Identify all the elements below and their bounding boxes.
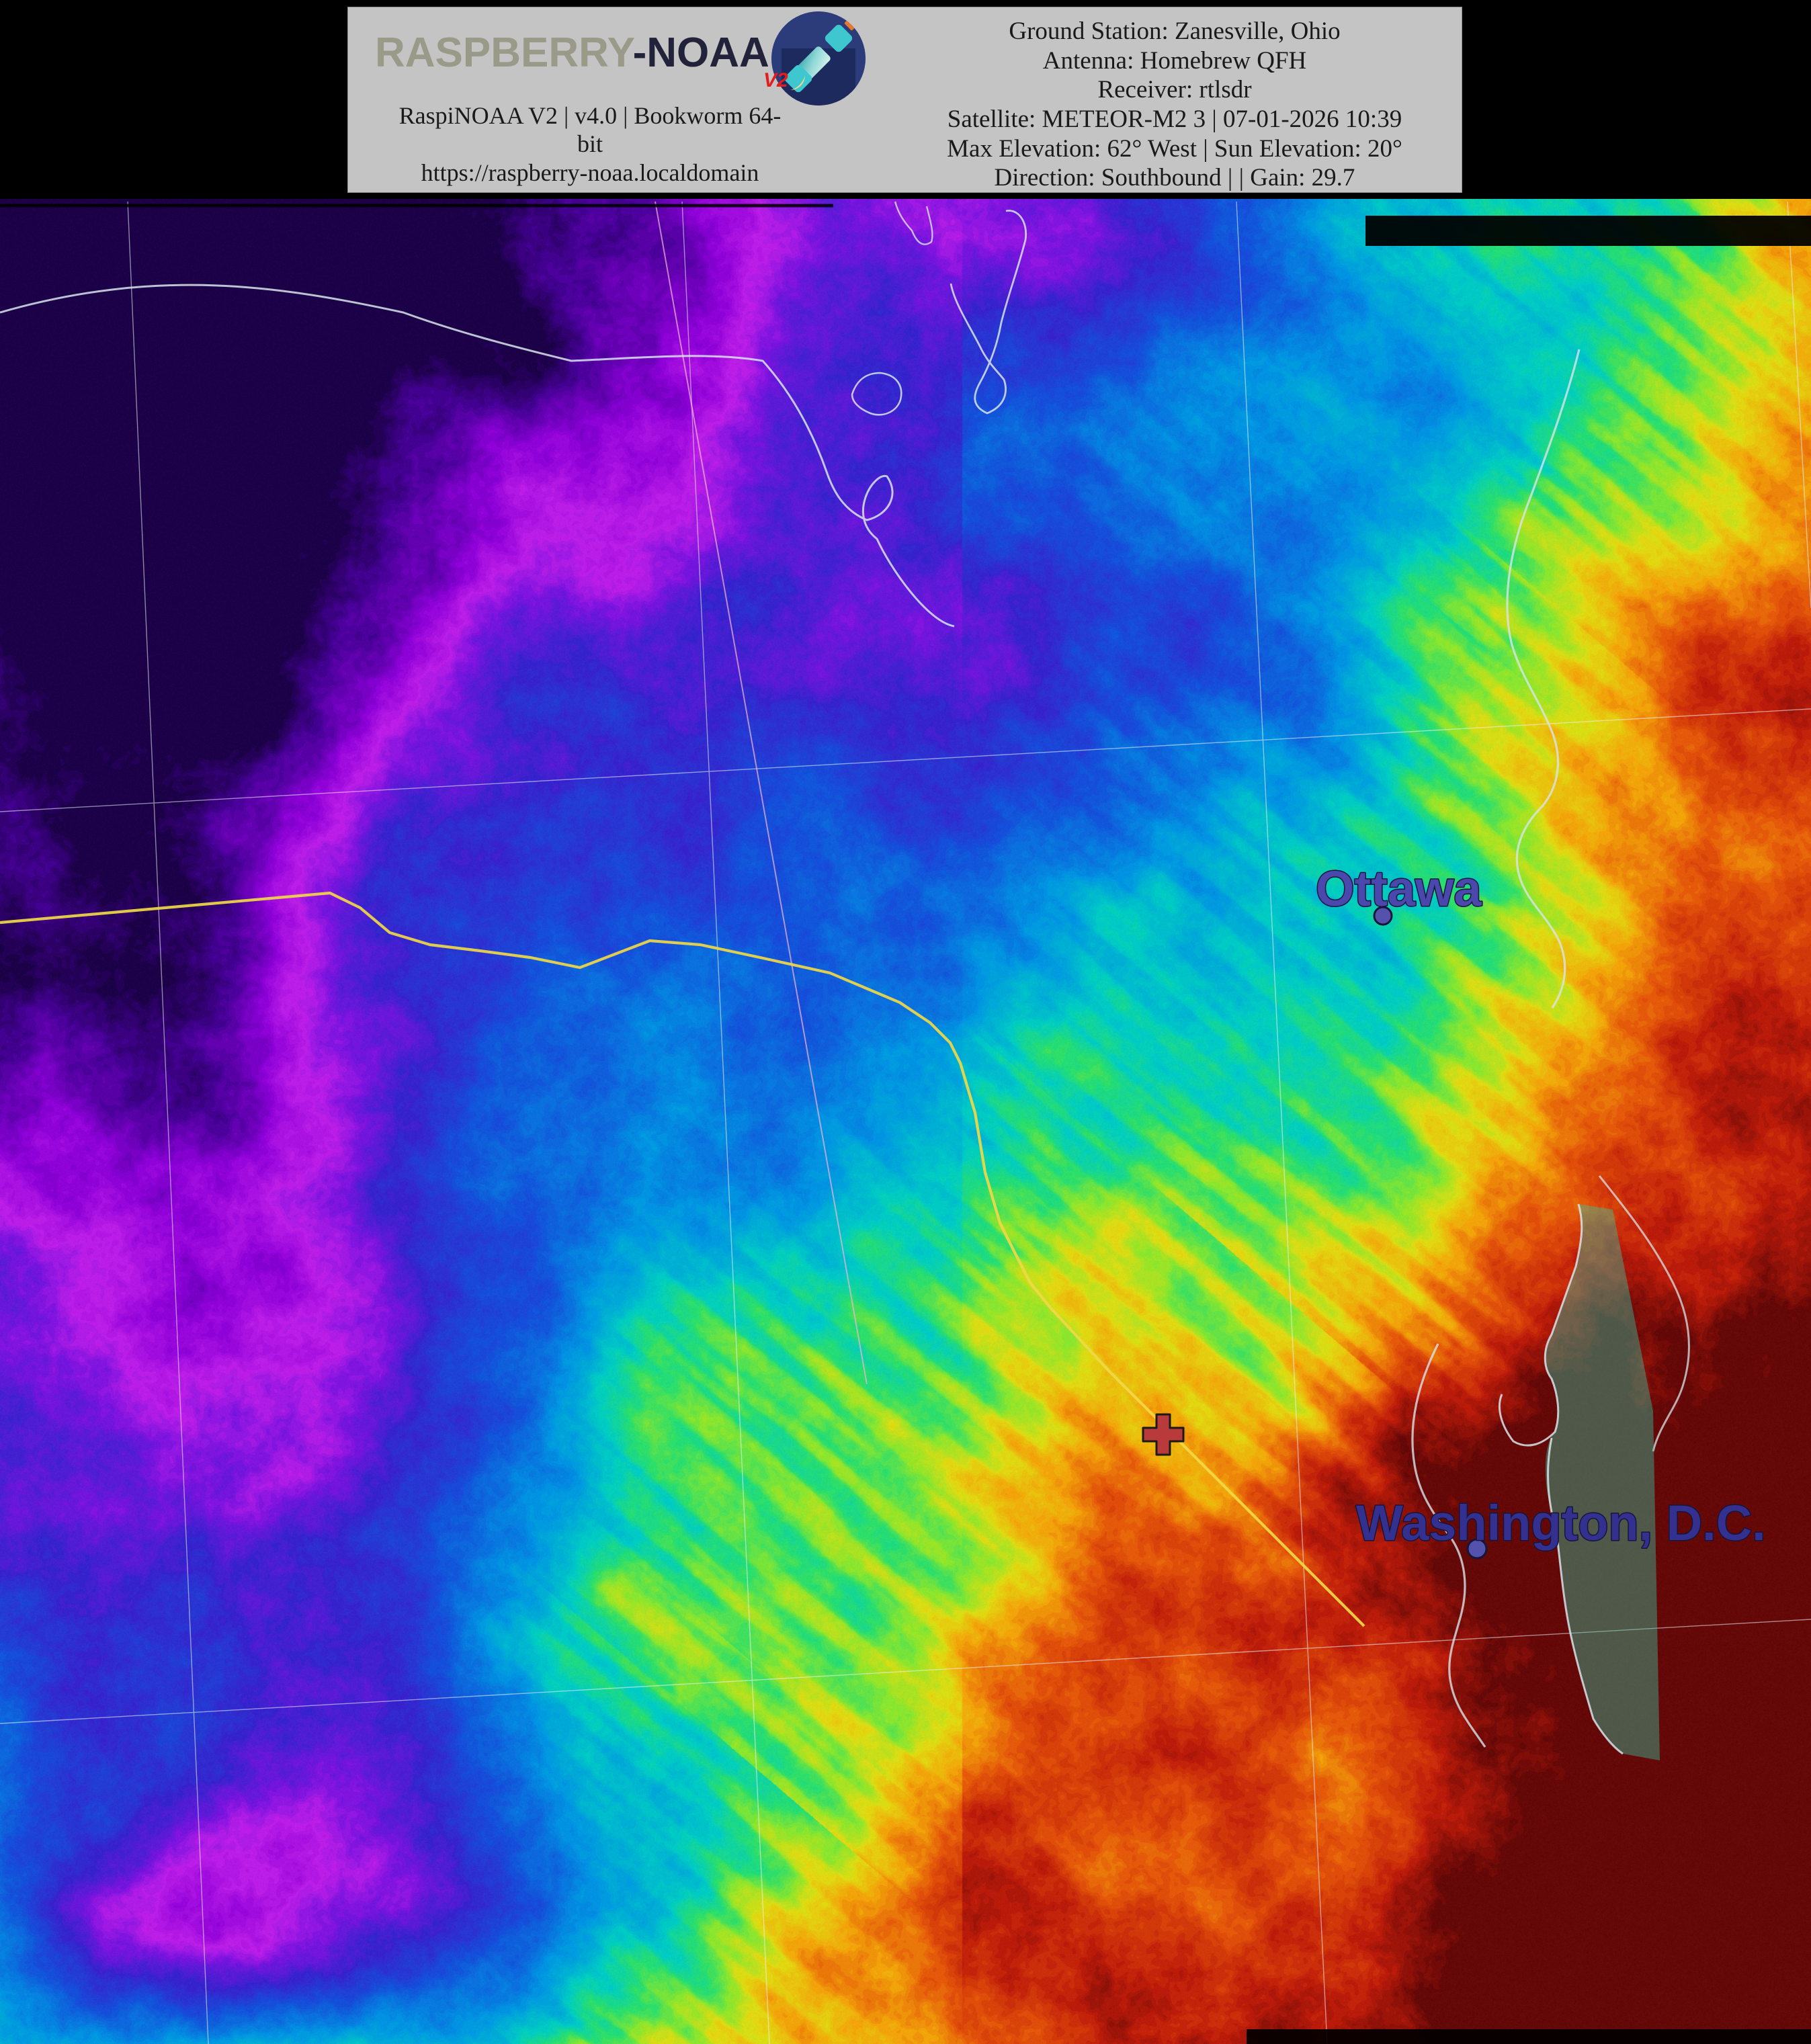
svg-text:Washington, D.C.: Washington, D.C. bbox=[1356, 1495, 1766, 1551]
svg-text:Ottawa: Ottawa bbox=[1316, 861, 1482, 917]
